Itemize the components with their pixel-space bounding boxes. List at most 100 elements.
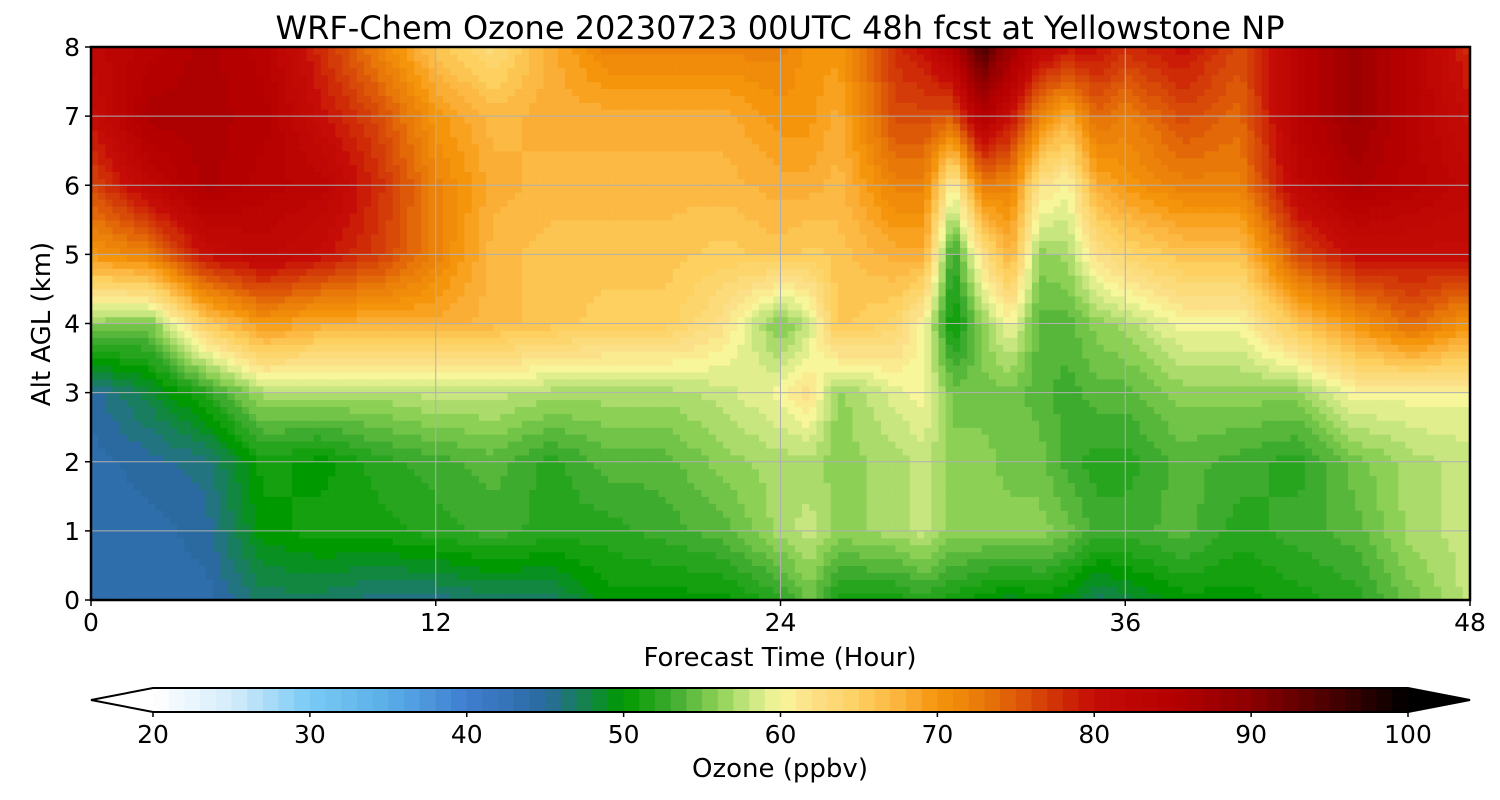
heatmap-cell <box>1297 593 1306 600</box>
heatmap-cell <box>593 447 602 456</box>
heatmap-cell <box>385 420 394 428</box>
heatmap-cell <box>1376 461 1385 470</box>
heatmap-cell <box>823 461 832 470</box>
heatmap-cell <box>629 523 638 532</box>
heatmap-cell <box>493 537 501 546</box>
heatmap-cell <box>155 461 164 470</box>
heatmap-cell <box>572 537 580 546</box>
heatmap-cell <box>701 427 710 435</box>
heatmap-cell <box>1376 482 1385 490</box>
heatmap-cell <box>1319 537 1327 546</box>
heatmap-cell <box>608 544 616 553</box>
heatmap-cell <box>1161 523 1169 532</box>
heatmap-cell <box>270 517 279 525</box>
heatmap-cell <box>981 434 990 442</box>
heatmap-cell <box>227 447 236 456</box>
heatmap-cell <box>593 468 602 477</box>
heatmap-cell <box>651 482 659 490</box>
heatmap-cell <box>284 475 293 484</box>
heatmap-cell <box>1398 489 1406 497</box>
heatmap-cell <box>565 441 573 449</box>
heatmap-cell <box>694 454 703 463</box>
heatmap-cell <box>737 558 746 567</box>
heatmap-cell <box>823 572 832 580</box>
heatmap-cell <box>974 441 983 449</box>
heatmap-cell <box>1161 572 1169 580</box>
heatmap-cell <box>715 441 724 449</box>
heatmap-cell <box>320 579 329 587</box>
heatmap-cell <box>687 544 695 553</box>
heatmap-cell <box>428 420 437 428</box>
heatmap-cell <box>852 503 861 511</box>
heatmap-cell <box>751 441 760 449</box>
heatmap-cell <box>507 530 516 539</box>
heatmap-cell <box>1441 558 1450 567</box>
heatmap-cell <box>679 517 688 525</box>
heatmap-cell <box>1268 461 1277 470</box>
heatmap-cell <box>1419 441 1428 449</box>
heatmap-cell <box>105 468 114 477</box>
heatmap-cell <box>737 517 746 525</box>
heatmap-cell <box>1031 475 1040 484</box>
heatmap-cell <box>1053 579 1062 587</box>
heatmap-cell <box>155 579 164 587</box>
heatmap-cell <box>198 579 207 587</box>
heatmap-cell <box>744 537 753 546</box>
heatmap-cell <box>1017 517 1026 525</box>
heatmap-cell <box>335 489 343 497</box>
heatmap-cell <box>356 544 365 553</box>
heatmap-cell <box>105 489 114 497</box>
heatmap-cell <box>256 503 264 511</box>
heatmap-cell <box>529 420 537 428</box>
heatmap-cell <box>1204 551 1213 560</box>
heatmap-cell <box>557 454 566 463</box>
heatmap-cell <box>1276 427 1284 435</box>
heatmap-cell <box>837 586 846 594</box>
heatmap-cell <box>622 496 631 504</box>
heatmap-cell <box>715 586 724 594</box>
heatmap-cell <box>1383 551 1392 560</box>
heatmap-cell <box>960 454 968 463</box>
heatmap-cell <box>1204 482 1213 490</box>
heatmap-cell <box>1311 551 1320 560</box>
heatmap-cell <box>91 434 99 442</box>
heatmap-cell <box>981 523 990 532</box>
heatmap-cell <box>651 523 659 532</box>
heatmap-cell <box>802 537 810 546</box>
heatmap-cell <box>1355 517 1363 525</box>
heatmap-cell <box>500 510 509 518</box>
heatmap-cell <box>608 530 616 539</box>
heatmap-cell <box>988 420 997 428</box>
heatmap-cell <box>622 586 631 594</box>
heatmap-cell <box>1010 503 1019 511</box>
heatmap-cell <box>1369 441 1378 449</box>
heatmap-cell <box>1003 593 1011 600</box>
heatmap-cell <box>1247 475 1256 484</box>
heatmap-cell <box>198 441 207 449</box>
heatmap-cell <box>205 593 214 600</box>
heatmap-cell <box>1304 447 1313 456</box>
heatmap-cell <box>1211 551 1220 560</box>
heatmap-cell <box>277 427 286 435</box>
heatmap-cell <box>220 447 229 456</box>
heatmap-cell <box>514 579 523 587</box>
heatmap-cell <box>450 454 458 463</box>
heatmap-cell <box>967 537 976 546</box>
heatmap-cell <box>529 475 537 484</box>
heatmap-cell <box>881 593 889 600</box>
heatmap-cell <box>823 454 832 463</box>
heatmap-cell <box>249 586 257 594</box>
heatmap-cell <box>1197 517 1205 525</box>
heatmap-cell <box>1240 420 1248 428</box>
heatmap-cell <box>1225 475 1234 484</box>
heatmap-cell <box>644 489 652 497</box>
heatmap-cell <box>1153 579 1162 587</box>
heatmap-cell <box>1390 420 1399 428</box>
heatmap-cell <box>1405 496 1414 504</box>
heatmap-cell <box>830 454 839 463</box>
heatmap-cell <box>105 454 114 463</box>
heatmap-cell <box>672 586 681 594</box>
heatmap-cell <box>1024 593 1033 600</box>
heatmap-cell <box>227 551 236 560</box>
heatmap-cell <box>766 579 774 587</box>
